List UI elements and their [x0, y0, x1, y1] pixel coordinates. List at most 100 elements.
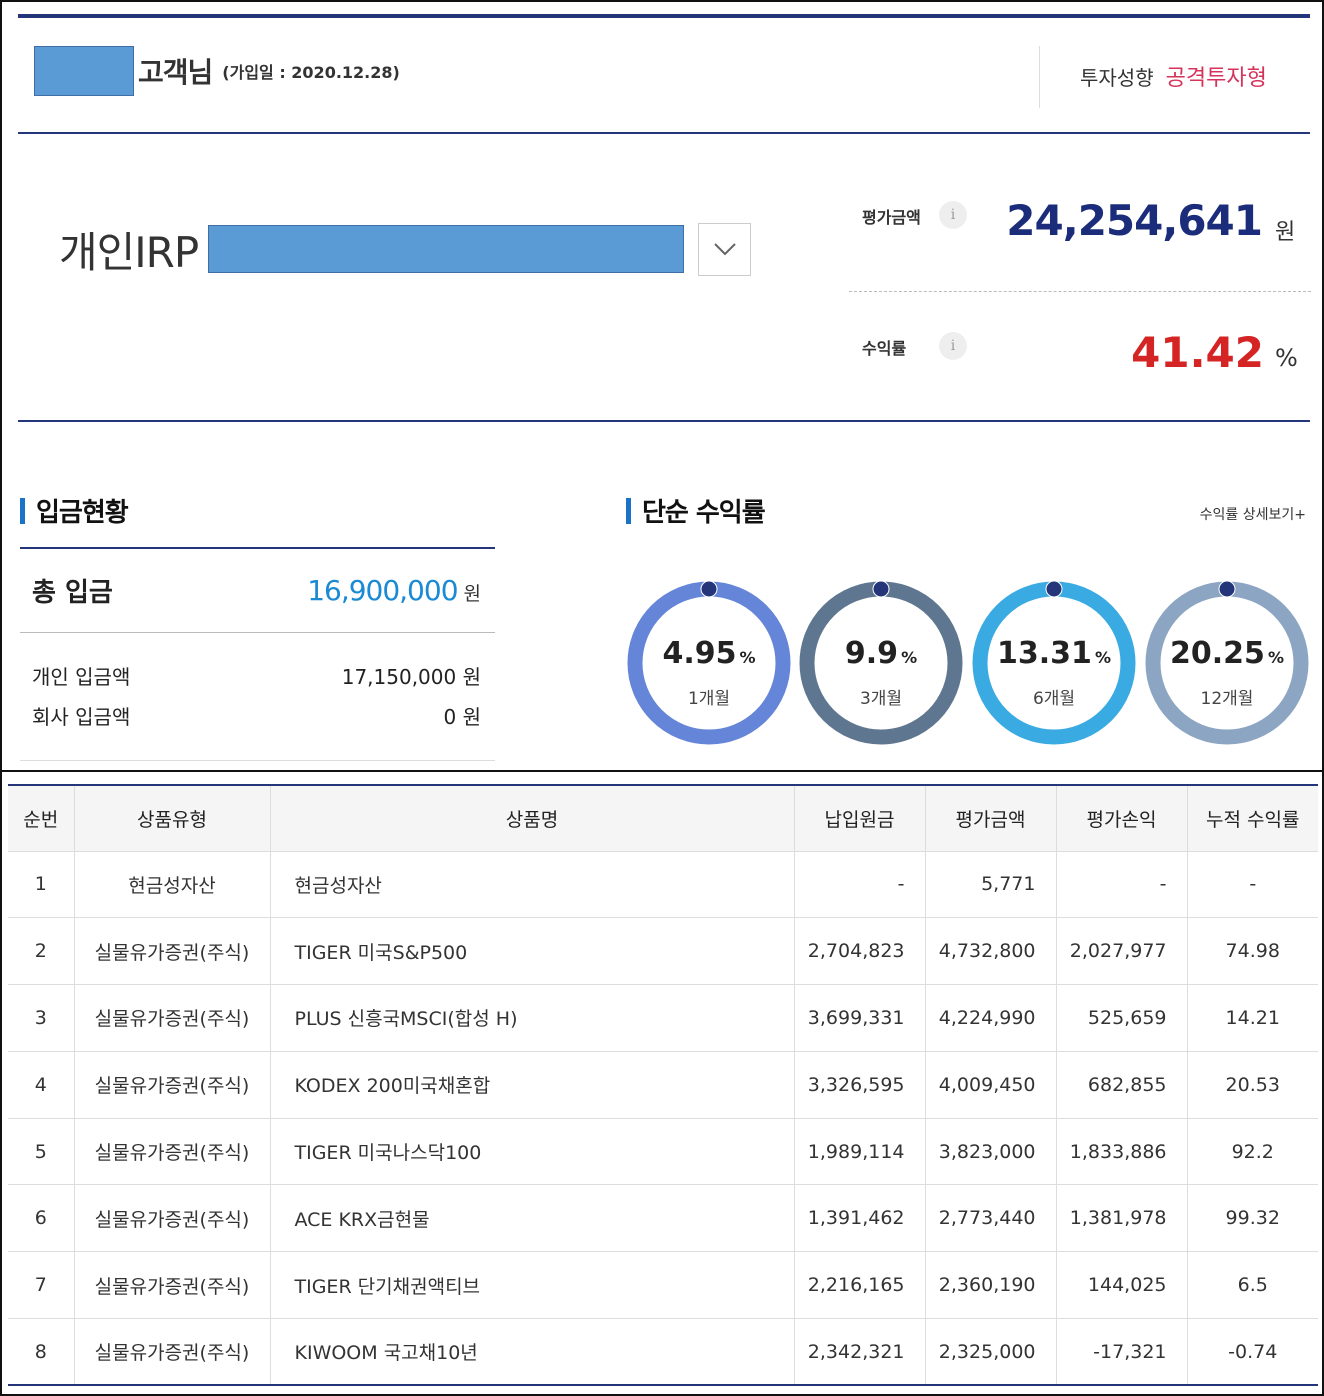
eval-amount-value: 24,254,641 [1006, 196, 1263, 245]
col-header-type: 상품유형 [74, 785, 271, 852]
row-product: ACE KRX금현물 [270, 1184, 795, 1253]
row-product: TIGER 미국나스닥100 [270, 1118, 795, 1186]
ring-period: 3개월 [859, 689, 903, 709]
ring-value: 4.95% [626, 636, 792, 671]
top-accent-line [18, 14, 1310, 18]
chevron-down-icon [713, 243, 736, 256]
row-principal: - [794, 851, 926, 919]
row-product: KIWOOM 국고채10년 [270, 1318, 795, 1386]
ring-value-number: 20.25 [1170, 636, 1265, 671]
row-no: 8 [8, 1318, 75, 1386]
table-row[interactable]: 2 실물유가증권(주식) TIGER 미국S&P500 2,704,823 4,732,… [8, 917, 1318, 986]
table-row[interactable]: 8 실물유가증권(주식) KIWOOM 국고채10년 2,342,321 2,325,0… [8, 1318, 1318, 1386]
col-header-no: 순번 [8, 785, 75, 852]
ring-text: 4.95% 1개월 [626, 580, 792, 746]
table-row[interactable]: 1 현금성자산 현금성자산 -5,771- - [8, 851, 1318, 919]
investment-profile-label: 투자성향 [1080, 65, 1154, 90]
ring-graphic [972, 580, 1136, 745]
deposit-summary: 총 입금 16,900,000 원 개인 입금액 17,150,000 원 회사 … [20, 547, 495, 761]
col-header-product: 상품명 [270, 785, 795, 852]
account-dropdown-button[interactable] [698, 222, 752, 276]
ring-value: 13.31% [971, 636, 1137, 671]
table-row[interactable]: 3 실물유가증권(주식) PLUS 신흥국MSCI(합성 H) 3,699,331 4,… [8, 984, 1318, 1052]
row-type: 실물유가증권(주식) [74, 1118, 271, 1186]
row-product: KODEX 200미국채혼합 [270, 1051, 795, 1119]
row-type: 실물유가증권(주식) [74, 1184, 271, 1253]
row-pnl: 1,833,886 [1056, 1118, 1188, 1186]
return-info-icon[interactable]: i [939, 332, 967, 360]
table-row[interactable]: 7 실물유가증권(주식) TIGER 단기채권액티브 2,216,165 2,360,1… [8, 1251, 1318, 1320]
row-pnl: -17,321 [1056, 1318, 1188, 1386]
row-principal: 2,704,823 [794, 917, 926, 986]
row-eval: 5,771 [925, 851, 1057, 919]
col-header-principal: 납입원금 [794, 785, 926, 852]
col-header-pnl: 평가손익 [1056, 785, 1188, 852]
table-row[interactable]: 6 실물유가증권(주식) ACE KRX금현물 1,391,462 2,773,440 1… [8, 1184, 1318, 1253]
eval-amount-unit: 원 [1275, 220, 1296, 245]
metric-divider [849, 291, 1311, 292]
returns-section-title: 단순 수익률 [626, 492, 766, 529]
row-principal: 1,391,462 [794, 1184, 926, 1253]
row-eval: 2,360,190 [925, 1251, 1057, 1320]
ring-text: 13.31% 6개월 [971, 580, 1137, 746]
row-eval: 4,009,450 [925, 1051, 1057, 1119]
return-ring: 13.31% 6개월 [971, 580, 1137, 746]
col-header-cum-return: 누적 수익률 [1187, 785, 1318, 852]
row-type: 실물유가증권(주식) [74, 1318, 271, 1386]
row-cum-return: 99.32 [1187, 1184, 1318, 1253]
return-detail-link[interactable]: 수익률 상세보기+ [1199, 507, 1306, 523]
return-ring: 9.9% 3개월 [798, 580, 964, 746]
personal-deposit-value: 17,150,000 원 [341, 664, 481, 689]
company-deposit-row: 회사 입금액 0 원 [20, 695, 495, 735]
ring-text: 20.25% 12개월 [1144, 580, 1310, 746]
customer-name-redacted [34, 46, 134, 96]
deposit-total-unit: 원 [463, 583, 481, 605]
row-principal: 3,699,331 [794, 984, 926, 1052]
company-deposit-value: 0 원 [443, 704, 481, 729]
row-no: 1 [8, 851, 75, 919]
deposit-breakdown: 개인 입금액 17,150,000 원 회사 입금액 0 원 [20, 633, 495, 761]
row-no: 7 [8, 1251, 75, 1320]
row-cum-return: 6.5 [1187, 1251, 1318, 1320]
deposit-total: 16,900,000 원 [307, 574, 481, 607]
row-cum-return: 92.2 [1187, 1118, 1318, 1186]
row-principal: 3,326,595 [794, 1051, 926, 1119]
ring-value: 20.25% [1144, 636, 1310, 671]
ring-period: 1개월 [687, 689, 731, 709]
row-product: TIGER 단기채권액티브 [270, 1251, 795, 1320]
customer-header: 고객님 (가입일 : 2020.12.28) [34, 46, 400, 96]
row-cum-return: 14.21 [1187, 984, 1318, 1052]
table-header-row: 순번 상품유형 상품명 납입원금 평가금액 평가손익 누적 수익률 [8, 785, 1318, 852]
row-pnl: 2,027,977 [1056, 917, 1188, 986]
row-cum-return: - [1187, 851, 1318, 919]
row-type: 실물유가증권(주식) [74, 1251, 271, 1320]
holdings-panel: 순번 상품유형 상품명 납입원금 평가금액 평가손익 누적 수익률 1 현금성자산… [0, 770, 1324, 1396]
ring-period: 6개월 [1032, 689, 1076, 709]
return-ring: 4.95% 1개월 [626, 580, 792, 746]
table-row[interactable]: 4 실물유가증권(주식) KODEX 200미국채혼합 3,326,595 4,009,… [8, 1051, 1318, 1119]
eval-info-icon[interactable]: i [939, 201, 967, 229]
investment-profile: 투자성향 공격투자형 [1080, 60, 1267, 92]
row-no: 4 [8, 1051, 75, 1119]
row-pnl: 682,855 [1056, 1051, 1188, 1119]
ring-period: 12개월 [1200, 689, 1254, 709]
row-cum-return: -0.74 [1187, 1318, 1318, 1386]
ring-graphic [799, 580, 963, 745]
summary-divider [18, 420, 1310, 422]
personal-deposit-label: 개인 입금액 [32, 664, 131, 689]
join-date: (가입일 : 2020.12.28) [222, 63, 400, 82]
table-row[interactable]: 5 실물유가증권(주식) TIGER 미국나스닥100 1,989,114 3,823,… [8, 1118, 1318, 1186]
row-principal: 2,342,321 [794, 1318, 926, 1386]
row-type: 현금성자산 [74, 851, 271, 919]
section-bar [626, 497, 631, 524]
return-rate-label: 수익률 [862, 339, 907, 358]
row-eval: 3,823,000 [925, 1118, 1057, 1186]
ring-value-unit: % [901, 648, 918, 667]
deposit-total-label: 총 입금 [32, 578, 113, 608]
header-divider [18, 132, 1310, 134]
row-pnl: - [1056, 851, 1188, 919]
ring-text: 9.9% 3개월 [798, 580, 964, 746]
ring-graphic [1145, 580, 1309, 745]
row-no: 6 [8, 1184, 75, 1253]
row-cum-return: 20.53 [1187, 1051, 1318, 1119]
